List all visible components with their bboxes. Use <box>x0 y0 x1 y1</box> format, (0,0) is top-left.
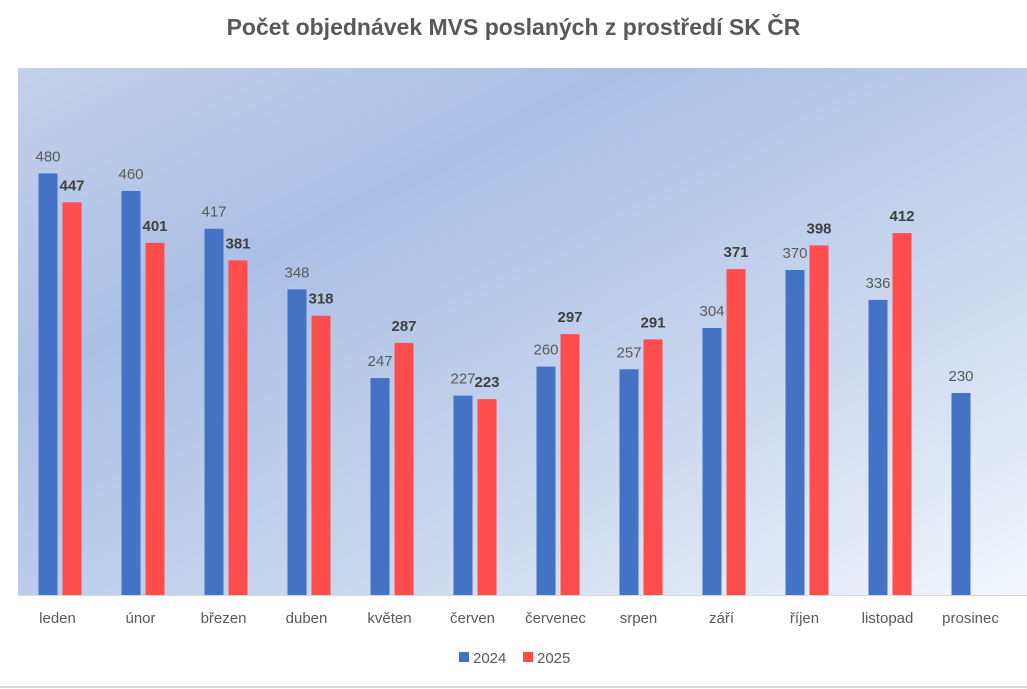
x-tick-label: červen <box>450 610 495 627</box>
bar-2024-říjen <box>785 270 805 595</box>
bar-2024-květen <box>370 378 390 595</box>
data-label: 480 <box>35 148 60 165</box>
data-label: 412 <box>889 208 914 225</box>
data-label: 260 <box>533 342 558 359</box>
data-label: 257 <box>616 344 641 361</box>
bar-2024-leden <box>38 173 58 595</box>
bar-2025-srpen <box>643 339 663 595</box>
bar-2024-březen <box>204 228 224 596</box>
data-label: 318 <box>308 291 333 308</box>
bar-2024-září <box>702 327 722 595</box>
bar-2024-červenec <box>536 366 556 595</box>
x-tick-label: září <box>709 610 735 627</box>
data-label: 247 <box>367 353 392 370</box>
data-label: 417 <box>201 204 226 221</box>
x-tick-label: srpen <box>620 610 658 627</box>
x-tick-label: květen <box>367 610 411 627</box>
bar-2024-prosinec <box>951 392 971 595</box>
data-label: 398 <box>806 220 831 237</box>
legend-swatch <box>459 652 469 662</box>
legend-swatch <box>523 652 533 662</box>
data-label: 447 <box>59 177 84 194</box>
bar-2024-listopad <box>868 299 888 595</box>
legend-label: 2025 <box>537 650 570 667</box>
x-tick-label: prosinec <box>942 610 999 627</box>
data-label: 370 <box>782 245 807 262</box>
data-label: 230 <box>948 368 973 385</box>
bar-2025-únor <box>145 242 165 595</box>
data-label: 297 <box>557 309 582 326</box>
bar-2025-červen <box>477 399 497 595</box>
data-label: 381 <box>225 235 250 252</box>
data-label: 291 <box>640 314 665 331</box>
bar-2024-srpen <box>619 369 639 595</box>
chart-title: Počet objednávek MVS poslaných z prostře… <box>226 14 801 40</box>
bar-2025-květen <box>394 342 414 595</box>
data-label: 227 <box>450 371 475 388</box>
data-label: 460 <box>118 166 143 183</box>
bar-2025-říjen <box>809 245 829 595</box>
x-tick-label: duben <box>286 610 328 627</box>
data-label: 336 <box>865 275 890 292</box>
x-tick-label: únor <box>125 610 155 627</box>
divider <box>0 686 1027 688</box>
data-label: 371 <box>723 244 748 261</box>
x-tick-label: červenec <box>525 610 586 627</box>
data-label: 223 <box>474 374 499 391</box>
bar-2024-duben <box>287 289 307 595</box>
plot-area <box>18 68 1027 595</box>
data-label: 348 <box>284 264 309 281</box>
bar-2025-listopad <box>892 233 912 596</box>
bar-2025-duben <box>311 315 331 595</box>
bar-2024-červen <box>453 395 473 595</box>
bar-2024-únor <box>121 190 141 595</box>
x-tick-label: leden <box>39 610 76 627</box>
data-label: 401 <box>142 218 167 235</box>
bar-2025-leden <box>62 202 82 595</box>
x-tick-label: březen <box>201 610 247 627</box>
bar-2025-červenec <box>560 334 580 595</box>
bar-2025-září <box>726 269 746 595</box>
x-tick-label: listopad <box>862 610 914 627</box>
bar-2025-březen <box>228 260 248 595</box>
legend-label: 2024 <box>473 650 506 667</box>
data-label: 304 <box>699 303 724 320</box>
x-tick-label: říjen <box>790 610 819 627</box>
data-label: 287 <box>391 318 416 335</box>
